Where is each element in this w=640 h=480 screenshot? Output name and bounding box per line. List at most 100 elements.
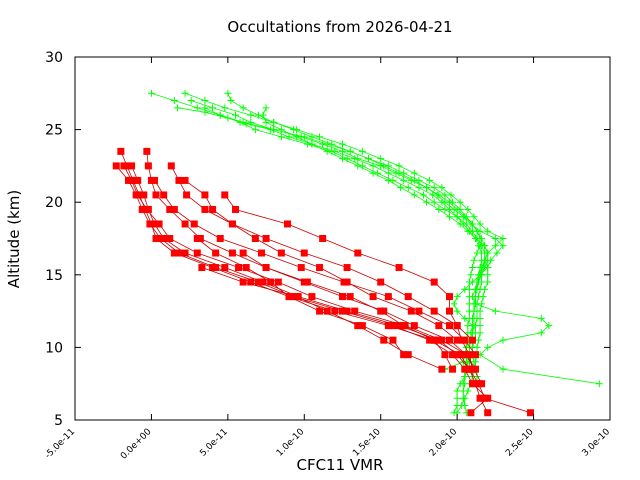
data-point-square (181, 220, 189, 228)
data-point-plus (377, 155, 385, 163)
data-point-plus (181, 89, 189, 97)
data-point-plus (410, 169, 418, 177)
data-point-plus (473, 372, 481, 380)
data-point-plus (470, 307, 478, 315)
data-point-plus (446, 205, 453, 213)
data-point-plus (435, 191, 443, 199)
data-point-plus (429, 191, 437, 199)
data-point-plus (232, 111, 239, 119)
data-point-plus (384, 169, 392, 177)
data-point-square (170, 249, 178, 257)
data-point-plus (328, 140, 336, 148)
data-point-square (453, 351, 461, 359)
data-point-square (190, 220, 198, 228)
data-point-plus (380, 162, 388, 170)
data-point-square (410, 322, 418, 330)
data-point-plus (475, 242, 483, 250)
data-point-square (193, 249, 201, 257)
data-point-plus (471, 300, 479, 308)
data-point-plus (423, 184, 431, 192)
data-point-plus (537, 314, 545, 322)
data-point-plus (438, 184, 446, 192)
data-point-square (415, 307, 423, 315)
data-point-plus (262, 118, 270, 126)
data-point-square (259, 278, 267, 286)
data-point-square (430, 336, 438, 344)
data-point-plus (473, 278, 481, 286)
data-point-square (300, 249, 308, 257)
data-point-square (339, 307, 346, 315)
data-point-square (144, 162, 152, 170)
data-point-square (435, 322, 443, 330)
data-point-square (170, 205, 178, 213)
data-point-plus (358, 162, 366, 170)
data-point-plus (259, 111, 267, 119)
y-tick-label: 25 (45, 123, 63, 139)
data-point-plus (446, 198, 453, 206)
data-point-plus (470, 358, 478, 366)
data-point-square (343, 264, 351, 272)
data-point-plus (499, 336, 507, 344)
data-point-plus (290, 126, 298, 134)
series-red-9 (239, 249, 457, 373)
data-point-plus (201, 108, 209, 116)
data-point-square (377, 307, 385, 315)
data-point-square (343, 278, 351, 286)
data-point-square (134, 191, 142, 199)
data-point-plus (476, 314, 484, 322)
data-point-plus (277, 126, 285, 134)
data-point-plus (481, 285, 489, 293)
data-point-plus (450, 300, 458, 308)
data-point-square (239, 278, 247, 286)
data-point-plus (461, 314, 469, 322)
data-point-square (277, 249, 285, 257)
data-point-square (120, 162, 128, 170)
data-point-plus (147, 89, 155, 97)
data-point-plus (470, 322, 478, 330)
data-point-square (112, 162, 120, 170)
data-point-square (146, 220, 154, 228)
data-point-plus (484, 343, 492, 351)
data-point-plus (285, 133, 293, 141)
data-point-square (316, 307, 324, 315)
data-point-square (285, 293, 293, 301)
data-point-plus (484, 278, 492, 286)
data-point-plus (170, 97, 178, 105)
data-point-plus (410, 191, 418, 199)
data-point-plus (209, 104, 217, 112)
data-point-plus (484, 227, 492, 235)
data-point-square (228, 220, 236, 228)
data-point-square (476, 394, 484, 402)
data-point-plus (374, 169, 382, 177)
data-point-plus (468, 264, 476, 272)
data-point-plus (400, 176, 408, 184)
data-point-plus (364, 155, 372, 163)
data-point-plus (339, 140, 346, 148)
data-point-square (380, 336, 388, 344)
data-point-plus (471, 293, 479, 301)
data-point-square (134, 176, 142, 184)
data-point-plus (476, 307, 484, 315)
data-point-plus (476, 322, 484, 330)
data-point-plus (484, 264, 492, 272)
data-point-plus (465, 227, 473, 235)
data-point-square (446, 293, 453, 301)
data-point-square (430, 307, 438, 315)
data-point-square (430, 278, 438, 286)
data-point-square (303, 278, 311, 286)
data-point-square (274, 278, 282, 286)
data-point-plus (343, 155, 351, 163)
data-point-plus (173, 104, 181, 112)
data-point-plus (468, 329, 476, 337)
data-point-square (465, 351, 473, 359)
data-point-square (267, 278, 275, 286)
data-point-plus (476, 220, 484, 228)
data-point-square (468, 380, 476, 388)
data-point-plus (404, 184, 412, 192)
data-point-square (128, 162, 136, 170)
data-point-square (389, 336, 397, 344)
data-point-square (461, 365, 469, 373)
data-point-square (175, 176, 183, 184)
